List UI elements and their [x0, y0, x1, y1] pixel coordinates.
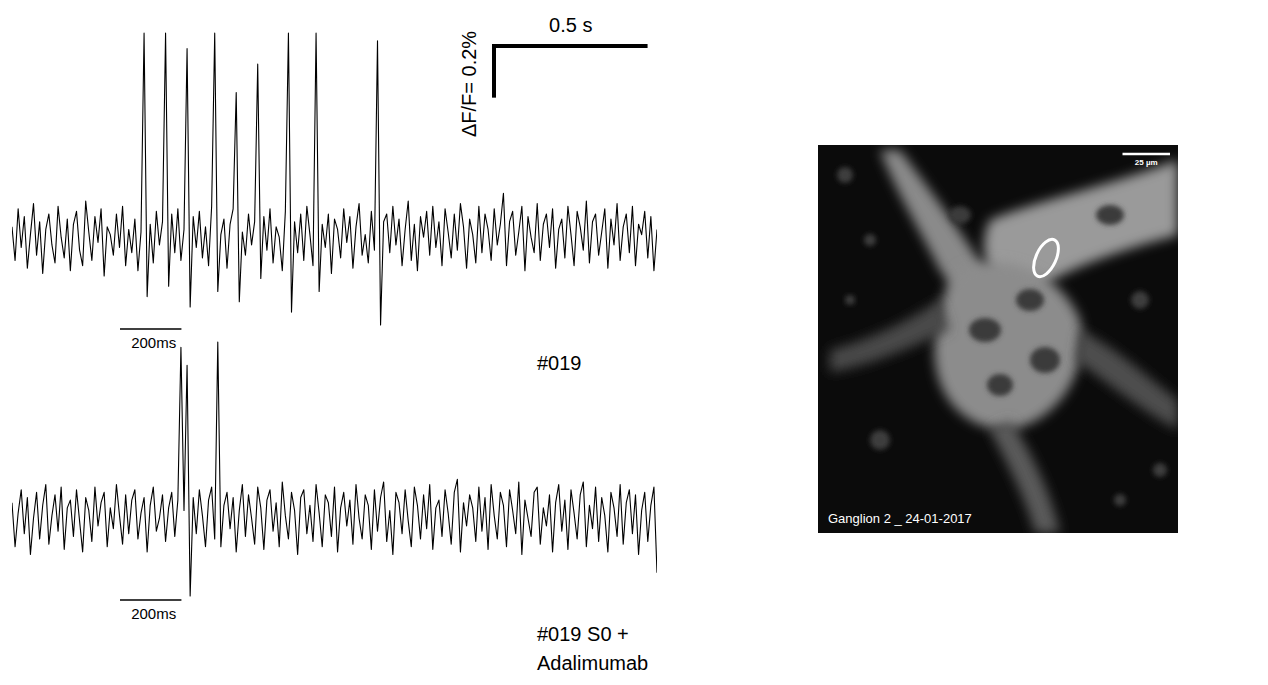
time-scale-bar: [120, 328, 181, 330]
trace-panel: #019 200ms 0.5 s ΔF/F= 0.2%: [12, 14, 657, 374]
tissue-shape: [1075, 330, 1178, 430]
figure-svg: #019 200ms 0.5 s ΔF/F= 0.2% #019 S0 + Adalimu…: [0, 0, 1268, 685]
cell-body: [1016, 289, 1044, 311]
trace-panel: #019 S0 + Adalimumab 200ms: [12, 342, 657, 674]
image-scale-label: 25 µm: [1135, 158, 1158, 167]
micrograph-background: [818, 145, 1178, 533]
background-speck: [1153, 463, 1167, 477]
cell-body: [1030, 347, 1060, 373]
tissue-shape: [990, 420, 1060, 533]
roi-outline: [1028, 236, 1063, 281]
scale-bar-label: ΔF/F= 0.2%: [458, 31, 480, 137]
background-speck: [864, 234, 876, 246]
background-speck: [1114, 494, 1126, 506]
cell-body: [987, 374, 1013, 396]
background-speck: [837, 167, 853, 183]
background-speck: [845, 295, 855, 305]
label-line: #019: [537, 352, 582, 374]
figure: #019 200ms 0.5 s ΔF/F= 0.2% #019 S0 + Adalimu…: [0, 0, 1268, 685]
cell-body: [969, 318, 1001, 342]
time-scale-bar: [120, 599, 181, 601]
background-speck: [1131, 291, 1149, 309]
trace-line: [12, 342, 657, 596]
time-scale-bar: [492, 44, 648, 48]
scale-bar-label: 0.5 s: [549, 14, 592, 36]
plot-area: [12, 33, 657, 325]
trace-label: #019: [537, 352, 582, 374]
background-speck: [870, 430, 890, 450]
scale-bar-label: 200ms: [131, 605, 176, 622]
micrograph: 25 µm Ganglion 2 _ 24-01-2017: [818, 145, 1178, 533]
cell-body: [949, 206, 971, 224]
tissue-shape: [830, 300, 950, 372]
scale-bar-label: 200ms: [131, 334, 176, 351]
image-scale-bar: [1123, 153, 1171, 156]
label-line: #019 S0 +: [537, 623, 629, 645]
tissue-shape: [934, 262, 1081, 430]
trace-label: #019 S0 + Adalimumab: [537, 623, 648, 674]
image-caption: Ganglion 2 _ 24-01-2017: [828, 511, 972, 526]
trace-line: [12, 33, 657, 325]
cell-body: [1096, 205, 1124, 225]
plot-area: [12, 342, 657, 596]
label-line: Adalimumab: [537, 652, 648, 674]
amplitude-scale-bar: [492, 44, 496, 98]
micrograph-tissue: [830, 150, 1178, 533]
